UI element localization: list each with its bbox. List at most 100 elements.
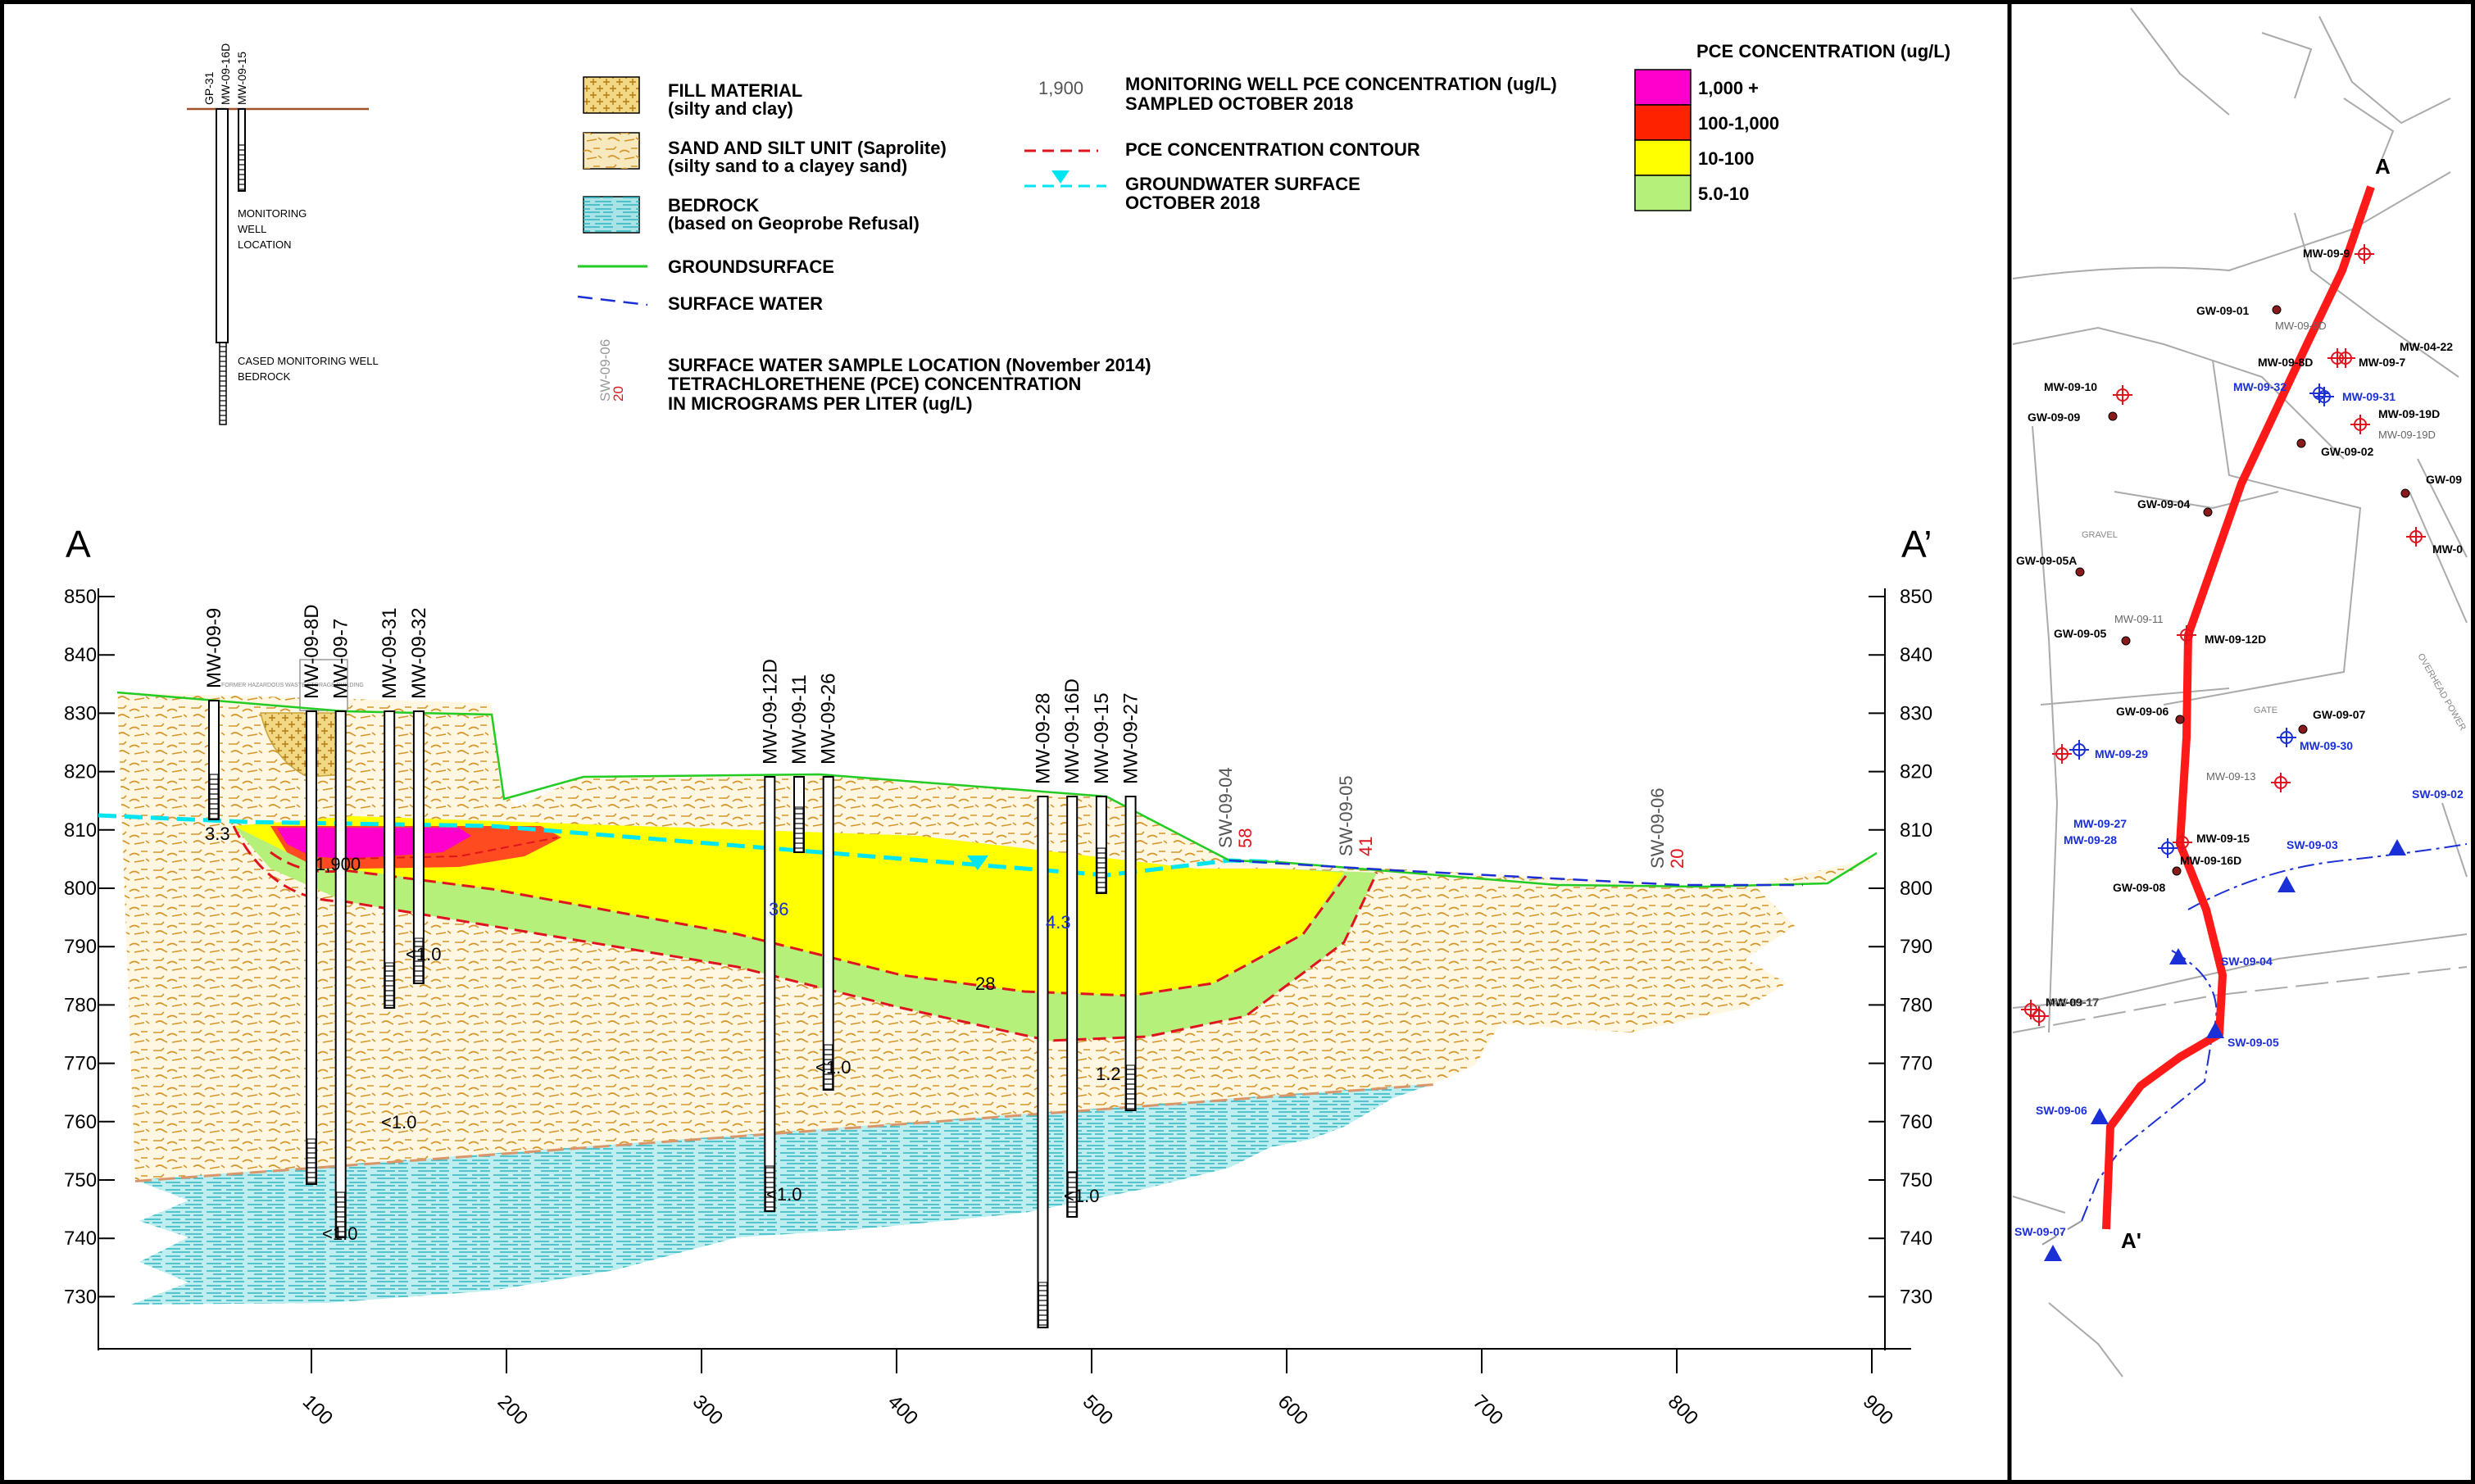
x-tick-700: 700 — [1469, 1391, 1507, 1429]
svg-text:MW-09-31: MW-09-31 — [2342, 390, 2396, 403]
legend-mw-location-3: LOCATION — [238, 238, 292, 251]
svg-text:GW-09-06: GW-09-06 — [2116, 705, 2169, 718]
pce-class-label-2: 10-100 — [1698, 148, 1755, 169]
y-axis-ticks: 850 850 840 840 830 830 820 820 810 810 800 800 790 7… — [64, 586, 1932, 1308]
well-mw-09-7: MW-09-7 — [330, 619, 352, 1238]
svg-text:SW-09-02: SW-09-02 — [2412, 787, 2464, 801]
legend-gw-marker — [1051, 170, 1069, 184]
map-street-label: OVERHEAD POWER — [2415, 652, 2468, 733]
svg-text:MW-09-17: MW-09-17 — [2046, 996, 2099, 1009]
legend-groundsurface: GROUNDSURFACE — [668, 256, 834, 277]
legend-fill-title: FILL MATERIAL — [668, 80, 802, 101]
x-axis-ticks: 100 200 300 400 500 600 700 800 900 — [298, 1349, 1897, 1430]
map-sw-point: SW-09-04 — [2169, 948, 2273, 968]
surface-water — [1228, 859, 1803, 887]
y-tick-left-760: 760 — [64, 1111, 97, 1133]
svg-text:MW-09-15: MW-09-15 — [2196, 832, 2250, 845]
svg-text:MW-09-30: MW-09-30 — [2300, 739, 2353, 752]
svg-text:GW-09-04: GW-09-04 — [2137, 497, 2191, 511]
well-mw-09-8d: MW-09-8D — [301, 604, 323, 1185]
concentration-labels: 3.3 1,900 <1.0 36 4.3 28 <1.0 1.2 <1.0 <1.0 <1.0 <1… — [205, 824, 1121, 1244]
legend-mw-location-2: WELL — [238, 223, 266, 235]
sw-sample-name-sw-09-06: SW-09-06 — [1647, 787, 1668, 869]
section-axes — [98, 588, 1911, 1350]
legend-cased-2: BEDROCK — [238, 370, 291, 383]
map-point — [2029, 1006, 2049, 1026]
legend-well-label-2: MW-09-16D — [219, 43, 232, 105]
map-gw-point: GW-09-07 — [2298, 708, 2366, 734]
map-stream-2 — [2081, 950, 2218, 1222]
x-tick-600: 600 — [1274, 1391, 1312, 1429]
building-note: FORMER HAZARDOUS WASTE STORAGE BUILDING — [221, 683, 364, 688]
svg-text:GW-09: GW-09 — [2426, 473, 2462, 486]
x-tick-100: 100 — [298, 1391, 337, 1429]
pce-class-label-1: 100-1,000 — [1698, 113, 1779, 134]
well-label: MW-09-15 — [1091, 692, 1113, 784]
svg-text:SW-09-04: SW-09-04 — [2221, 955, 2273, 968]
pce-concentration-label: <1.0 — [766, 1184, 802, 1205]
map-stream-3 — [2040, 1220, 2082, 1246]
map-street-label: GRAVEL — [2082, 530, 2118, 540]
legend-mw-example-value: 1,900 — [1038, 78, 1083, 98]
map-gw-point: GW-09 — [2400, 473, 2462, 498]
pce-swatch-2 — [1634, 139, 1692, 176]
legend-sand-sub: (silty sand to a clayey sand) — [668, 156, 907, 176]
y-tick-right-810: 810 — [1900, 819, 1932, 842]
x-tick-500: 500 — [1079, 1391, 1117, 1429]
legend-well-symbol: GP-31 MW-09-16D MW-09-15 MONITORING WELL… — [187, 43, 379, 425]
monitoring-wells: MW-09-9 MW-09-8D MW-09-7 MW-09-31 MW-09-32 MW… — [203, 604, 1142, 1328]
svg-text:MW-09-19D: MW-09-19D — [2378, 407, 2440, 420]
legend-pce-title: PCE CONCENTRATION (ug/L) — [1696, 41, 1950, 61]
legend-sw-symbol: SW-09-06 — [597, 339, 613, 402]
map-gw-point: GW-09-04 — [2137, 497, 2213, 517]
map-point: MW-09-15 — [2173, 832, 2250, 852]
legend-sw-text-3: IN MICROGRAMS PER LITER (ug/L) — [668, 393, 973, 414]
svg-text:GW-09-01: GW-09-01 — [2196, 304, 2250, 317]
x-tick-800: 800 — [1664, 1391, 1702, 1429]
map-street-label: GATE — [2254, 706, 2277, 715]
x-tick-900: 900 — [1859, 1391, 1897, 1429]
y-tick-left-810: 810 — [64, 819, 97, 842]
map-label: MW-09-13 — [2206, 770, 2255, 783]
map-sw-point: SW-09-03 — [2277, 838, 2338, 892]
well-mw-09-31: MW-09-31 — [379, 607, 401, 1009]
svg-text:MW-0: MW-0 — [2432, 542, 2463, 556]
svg-text:GW-09-08: GW-09-08 — [2113, 881, 2166, 894]
y-tick-left-770: 770 — [64, 1053, 97, 1075]
map-gw-point: GW-09-05A — [2016, 554, 2085, 577]
y-tick-left-740: 740 — [64, 1228, 97, 1250]
legend: GP-31 MW-09-16D MW-09-15 MONITORING WELL… — [187, 41, 1950, 425]
legend-sw-text-2: TETRACHLORETHENE (PCE) CONCENTRATION — [668, 374, 1081, 394]
well-label: MW-09-28 — [1033, 692, 1055, 784]
legend-fill-swatch — [583, 76, 640, 114]
map-basemap — [2012, 7, 2468, 1377]
pce-concentration-label: <1.0 — [406, 944, 441, 964]
pce-concentration-label: <1.0 — [381, 1112, 416, 1132]
legend-surfacewater-line — [577, 295, 648, 306]
sw-sample-value-sw-09-06: 20 — [1667, 849, 1687, 869]
pce-concentration-label: 28 — [975, 973, 995, 994]
map-point: MW-09-10 — [2044, 380, 2132, 405]
legend-mw-text-1: MONITORING WELL PCE CONCENTRATION (ug/L) — [1125, 74, 1557, 94]
y-tick-right-790: 790 — [1900, 936, 1932, 958]
svg-text:MW-09-9: MW-09-9 — [2303, 247, 2350, 260]
well-mw-09-27: MW-09-27 — [1120, 692, 1142, 1111]
pce-concentration-label: 36 — [769, 899, 788, 919]
y-tick-right-830: 830 — [1900, 702, 1932, 724]
legend-mw-location-1: MONITORING — [238, 207, 307, 220]
map-point: MW-09-19D — [2350, 407, 2440, 434]
y-tick-right-850: 850 — [1900, 586, 1932, 608]
pce-swatch-3 — [1634, 175, 1692, 211]
legend-sand-title: SAND AND SILT UNIT (Saprolite) — [668, 138, 947, 158]
map-label: MW-09-11 — [2114, 613, 2163, 625]
svg-text:MW-09-7: MW-09-7 — [2359, 356, 2405, 369]
cross-section-sheet: GP-31 MW-09-16D MW-09-15 MONITORING WELL… — [64, 4, 2468, 1480]
pce-concentration-label: 3.3 — [205, 824, 230, 844]
well-mw-09-26: MW-09-26 — [818, 673, 840, 1091]
map-point: MW-09-12D — [2177, 625, 2266, 646]
y-tick-right-770: 770 — [1900, 1053, 1932, 1075]
legend-sw-text-1: SURFACE WATER SAMPLE LOCATION (November … — [668, 355, 1151, 375]
well-label: MW-09-26 — [818, 673, 840, 765]
y-tick-right-780: 780 — [1900, 994, 1932, 1016]
well-label: MW-09-7 — [330, 619, 352, 699]
